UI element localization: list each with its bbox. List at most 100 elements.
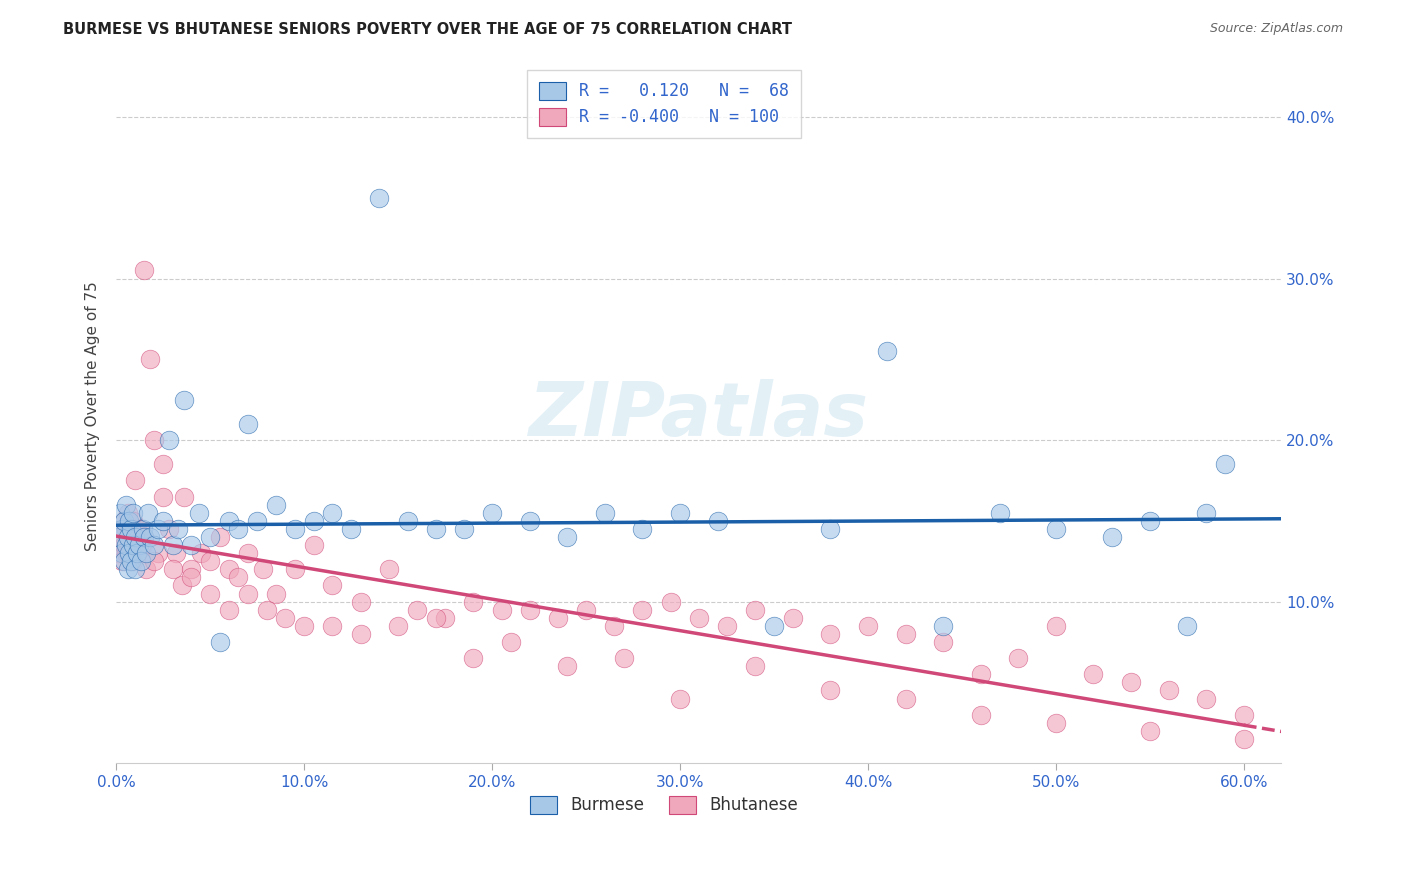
Point <box>555 659 578 673</box>
Point <box>218 514 240 528</box>
Point <box>152 490 174 504</box>
Point <box>122 554 145 568</box>
Point <box>107 530 129 544</box>
Point <box>1213 457 1236 471</box>
Point <box>117 546 139 560</box>
Point <box>146 522 169 536</box>
Point <box>124 474 146 488</box>
Point <box>131 522 153 536</box>
Point <box>274 611 297 625</box>
Point <box>340 522 363 536</box>
Point <box>856 619 879 633</box>
Point <box>491 602 513 616</box>
Point <box>142 433 165 447</box>
Point <box>218 562 240 576</box>
Point <box>124 538 146 552</box>
Point <box>114 522 136 536</box>
Point <box>894 627 917 641</box>
Point <box>180 570 202 584</box>
Point <box>152 457 174 471</box>
Point <box>200 530 222 544</box>
Point <box>425 522 447 536</box>
Point <box>180 538 202 552</box>
Point <box>1177 619 1199 633</box>
Point <box>970 667 993 681</box>
Point <box>117 530 139 544</box>
Point <box>112 554 135 568</box>
Point <box>125 546 148 560</box>
Point <box>252 562 274 576</box>
Point <box>165 546 187 560</box>
Point <box>190 546 212 560</box>
Point <box>236 546 259 560</box>
Point <box>744 659 766 673</box>
Point <box>396 514 419 528</box>
Point <box>120 546 142 560</box>
Point <box>378 562 401 576</box>
Point <box>988 506 1011 520</box>
Point <box>603 619 626 633</box>
Point <box>125 522 148 536</box>
Point <box>118 514 141 528</box>
Point <box>228 522 250 536</box>
Point <box>122 506 145 520</box>
Point <box>453 522 475 536</box>
Point <box>128 530 150 544</box>
Point <box>1045 715 1067 730</box>
Point <box>659 594 682 608</box>
Point <box>112 538 135 552</box>
Point <box>1007 651 1029 665</box>
Point <box>820 683 842 698</box>
Point <box>246 514 269 528</box>
Point <box>1195 691 1218 706</box>
Point <box>142 538 165 552</box>
Point <box>167 522 190 536</box>
Point <box>146 546 169 560</box>
Point <box>200 554 222 568</box>
Point <box>228 570 250 584</box>
Point <box>124 562 146 576</box>
Point <box>782 611 804 625</box>
Point <box>425 611 447 625</box>
Point <box>129 554 152 568</box>
Point <box>321 619 343 633</box>
Point <box>124 530 146 544</box>
Point <box>876 344 898 359</box>
Point <box>117 562 139 576</box>
Point <box>162 562 184 576</box>
Point <box>932 619 955 633</box>
Point <box>820 627 842 641</box>
Point <box>218 602 240 616</box>
Point <box>173 392 195 407</box>
Point <box>321 578 343 592</box>
Point <box>111 554 134 568</box>
Point <box>1233 731 1256 746</box>
Point <box>134 530 156 544</box>
Point <box>173 490 195 504</box>
Point <box>124 530 146 544</box>
Point <box>1045 619 1067 633</box>
Point <box>744 602 766 616</box>
Y-axis label: Seniors Poverty Over the Age of 75: Seniors Poverty Over the Age of 75 <box>86 281 100 550</box>
Point <box>547 611 569 625</box>
Point <box>763 619 786 633</box>
Point <box>135 562 157 576</box>
Point <box>631 522 654 536</box>
Text: ZIPatlas: ZIPatlas <box>529 379 869 452</box>
Point <box>593 506 616 520</box>
Point <box>284 562 307 576</box>
Point <box>256 602 278 616</box>
Point <box>108 506 131 520</box>
Point <box>555 530 578 544</box>
Point <box>688 611 710 625</box>
Text: BURMESE VS BHUTANESE SENIORS POVERTY OVER THE AGE OF 75 CORRELATION CHART: BURMESE VS BHUTANESE SENIORS POVERTY OVE… <box>63 22 792 37</box>
Point <box>302 514 325 528</box>
Point <box>200 586 222 600</box>
Point <box>349 594 371 608</box>
Point <box>152 514 174 528</box>
Point <box>1101 530 1123 544</box>
Point <box>519 514 541 528</box>
Point <box>236 586 259 600</box>
Point <box>131 538 153 552</box>
Point <box>208 530 231 544</box>
